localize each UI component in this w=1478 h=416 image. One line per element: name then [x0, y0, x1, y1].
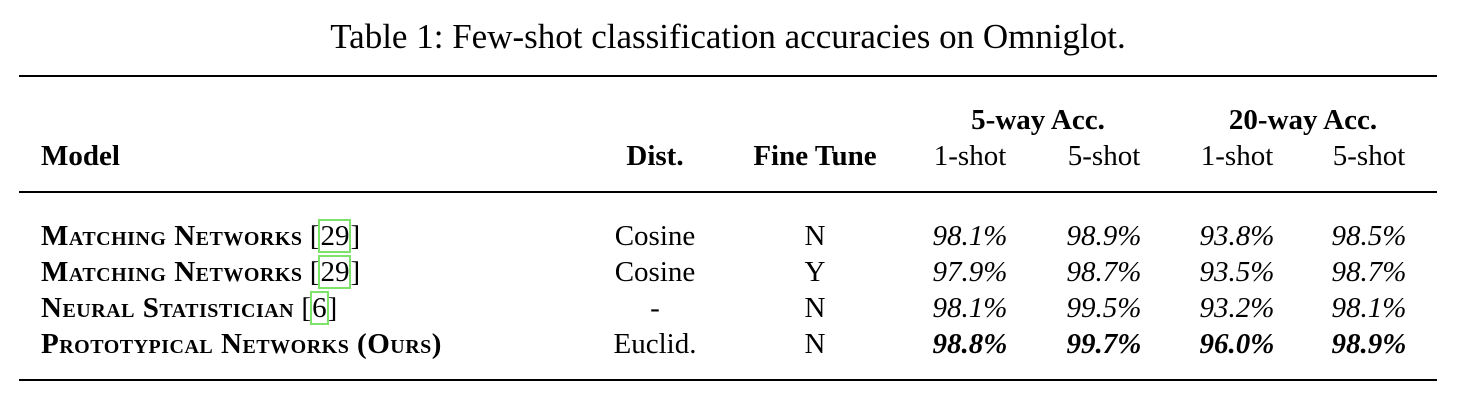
model-name: Matching Networks: [41, 256, 303, 288]
citation-close: ]: [350, 220, 361, 252]
group-header-5-way: 5-way Acc.: [971, 104, 1105, 136]
table-cell-dist: Cosine: [614, 256, 696, 288]
table-cell-20-way-1-shot: 93.5%: [1199, 256, 1275, 288]
model-name: Matching Networks: [41, 220, 303, 252]
model-name: Prototypical Networks (Ours): [41, 328, 442, 360]
header-5-way-1-shot: 1-shot: [933, 140, 1007, 172]
table-header-rule: [19, 191, 1437, 193]
table-cell-dist: Euclid.: [613, 328, 697, 360]
table-cell-20-way-1-shot: 93.2%: [1199, 292, 1275, 324]
table-cell-dist: Cosine: [614, 220, 696, 252]
table-cell-5-way-1-shot: 98.1%: [932, 220, 1008, 252]
table-caption: Table 1: Few-shot classification accurac…: [330, 17, 1126, 56]
table-cell-fine-tune: N: [804, 220, 826, 252]
citation-open: [: [302, 220, 320, 252]
table-cell-5-way-1-shot: 98.1%: [932, 292, 1008, 324]
table-cell-20-way-1-shot-best: 96.0%: [1199, 328, 1275, 360]
table-cell-5-way-5-shot: 99.5%: [1066, 292, 1142, 324]
citation-link[interactable]: 29: [318, 255, 352, 289]
group-header-20-way: 20-way Acc.: [1228, 104, 1378, 136]
header-5-way-5-shot: 5-shot: [1067, 140, 1141, 172]
header-fine-tune: Fine Tune: [753, 140, 877, 172]
table-cell-5-way-1-shot: 97.9%: [932, 256, 1008, 288]
table-cell-20-way-5-shot: 98.1%: [1331, 292, 1407, 324]
header-20-way-1-shot: 1-shot: [1200, 140, 1274, 172]
table-cell-fine-tune: Y: [804, 256, 826, 288]
header-20-way-5-shot: 5-shot: [1332, 140, 1406, 172]
citation-open: [: [294, 292, 312, 324]
table-cell-dist: -: [650, 292, 660, 324]
table-top-rule: [19, 75, 1437, 77]
citation-link[interactable]: 29: [318, 219, 352, 253]
table-cell-20-way-5-shot-best: 98.9%: [1331, 328, 1407, 360]
table-cell-5-way-5-shot-best: 99.7%: [1066, 328, 1142, 360]
table-cell-fine-tune: N: [804, 292, 826, 324]
citation-link[interactable]: 6: [310, 291, 329, 325]
table-cell-20-way-1-shot: 93.8%: [1199, 220, 1275, 252]
citation-close: ]: [327, 292, 338, 324]
table-cell-fine-tune: N: [804, 328, 826, 360]
citation-close: ]: [350, 256, 361, 288]
table-cell-5-way-5-shot: 98.9%: [1066, 220, 1142, 252]
table-cell-5-way-1-shot-best: 98.8%: [932, 328, 1008, 360]
header-dist: Dist.: [626, 140, 684, 172]
table-cell-5-way-5-shot: 98.7%: [1066, 256, 1142, 288]
model-name: Neural Statistician: [41, 292, 295, 324]
table-row-model: Matching Networks [29]: [41, 254, 360, 290]
table-row-model: Matching Networks [29]: [41, 218, 360, 254]
header-model: Model: [41, 140, 120, 172]
table-cell-20-way-5-shot: 98.5%: [1331, 220, 1407, 252]
citation-open: [: [302, 256, 320, 288]
table-bottom-rule: [19, 379, 1437, 381]
table-cell-20-way-5-shot: 98.7%: [1331, 256, 1407, 288]
table-row-model: Prototypical Networks (Ours): [41, 326, 442, 362]
table-row-model: Neural Statistician [6]: [41, 290, 337, 326]
